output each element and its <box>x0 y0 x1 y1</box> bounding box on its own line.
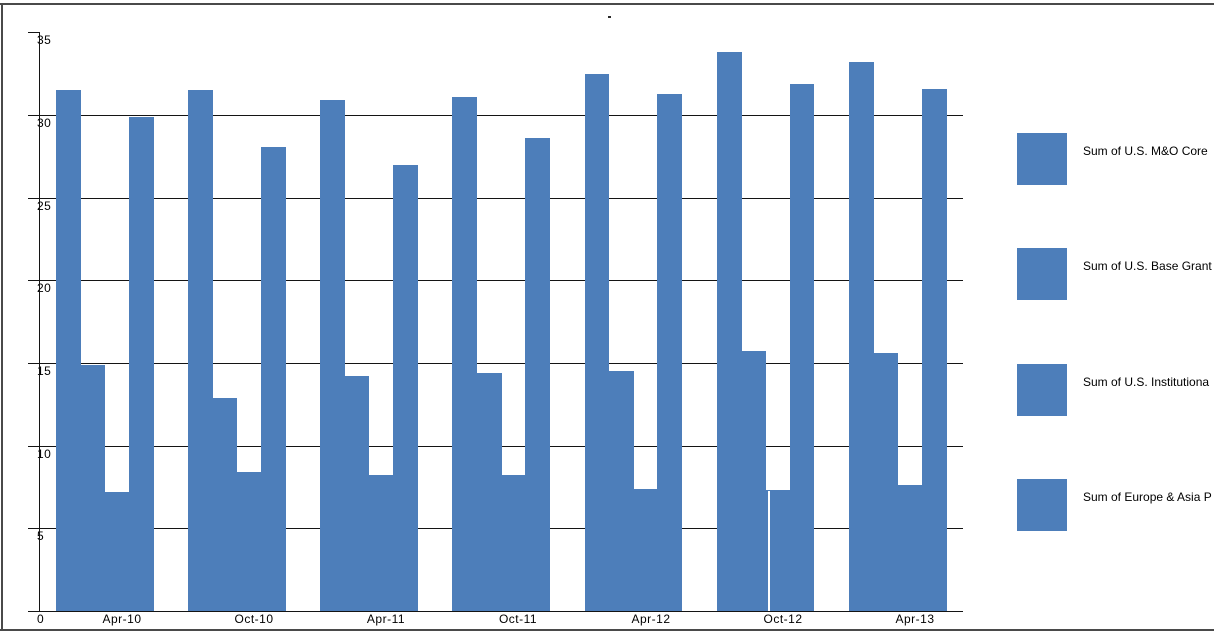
bar-apr-12-s3[interactable] <box>633 489 659 611</box>
bar-apr-11-s4[interactable] <box>393 165 419 611</box>
bar-apr-10-s4[interactable] <box>128 117 154 611</box>
y-tick-label: 5 <box>37 529 45 543</box>
legend-label: Sum of U.S. Institutiona <box>1083 375 1210 389</box>
legend-item-series-3[interactable]: Sum of U.S. Institutiona <box>1017 364 1214 416</box>
bar-oct-12-s1[interactable] <box>716 52 742 611</box>
bar-oct-11-s1[interactable] <box>452 97 478 611</box>
bar-oct-11-s4[interactable] <box>525 138 551 611</box>
x-tick-label: Oct-11 <box>498 612 538 626</box>
y-axis-top-tick <box>28 32 40 33</box>
bar-oct-10-s2[interactable] <box>212 398 238 611</box>
title-placeholder-dot <box>608 16 611 18</box>
legend-label: Sum of U.S. M&O Core <box>1083 144 1208 158</box>
y-tick-label: 30 <box>37 116 52 130</box>
bar-apr-12-s1[interactable] <box>584 74 610 611</box>
bar-apr-11-s1[interactable] <box>320 100 346 611</box>
gridline <box>28 198 963 199</box>
gridline <box>28 280 963 281</box>
x-tick-label: Oct-12 <box>763 612 803 626</box>
legend-item-series-2[interactable]: Sum of U.S. Base Grant <box>1017 248 1214 300</box>
bar-oct-10-s1[interactable] <box>188 90 214 611</box>
gridline <box>28 115 963 116</box>
window-border-bottom <box>0 629 1214 631</box>
legend-swatch <box>1017 479 1067 531</box>
bar-oct-11-s3[interactable] <box>501 475 526 611</box>
bar-apr-13-s4[interactable] <box>921 89 947 611</box>
bar-oct-12-s4[interactable] <box>789 84 815 611</box>
window-border-left <box>1 3 3 630</box>
legend-item-series-1[interactable]: Sum of U.S. M&O Core <box>1017 133 1214 185</box>
y-tick-label: 25 <box>37 199 52 213</box>
x-axis-line <box>28 611 963 612</box>
x-tick-label: Apr-12 <box>631 612 671 626</box>
bar-oct-10-s3[interactable] <box>236 472 262 611</box>
legend-label: Sum of U.S. Base Grant <box>1083 259 1212 273</box>
bar-apr-11-s3[interactable] <box>368 475 394 611</box>
bar-apr-12-s4[interactable] <box>657 94 683 611</box>
bar-oct-10-s4[interactable] <box>261 147 286 611</box>
x-tick-label: Oct-10 <box>234 612 274 626</box>
bar-apr-10-s2[interactable] <box>80 365 106 611</box>
bar-apr-13-s3[interactable] <box>897 485 923 611</box>
gridline <box>28 363 963 364</box>
bar-apr-13-s1[interactable] <box>848 62 874 611</box>
bar-apr-10-s3[interactable] <box>104 492 130 611</box>
x-tick-label: Apr-11 <box>366 612 406 626</box>
y-tick-label: 35 <box>37 33 52 47</box>
bar-apr-12-s2[interactable] <box>608 371 634 611</box>
legend-item-series-4[interactable]: Sum of Europe & Asia P <box>1017 479 1214 531</box>
legend-swatch <box>1017 133 1067 185</box>
y-axis-line <box>39 32 40 612</box>
bar-oct-11-s2[interactable] <box>476 373 502 611</box>
y-tick-label: 0 <box>37 612 45 626</box>
bar-apr-10-s1[interactable] <box>56 90 81 611</box>
legend-label: Sum of Europe & Asia P <box>1083 490 1212 504</box>
x-tick-label: Apr-10 <box>102 612 142 626</box>
y-tick-label: 20 <box>37 281 52 295</box>
legend-swatch <box>1017 248 1067 300</box>
legend-swatch <box>1017 364 1067 416</box>
bar-seam-artifact <box>768 491 770 611</box>
y-tick-label: 10 <box>37 447 52 461</box>
x-tick-label: Apr-13 <box>895 612 935 626</box>
bar-apr-11-s2[interactable] <box>344 376 370 611</box>
bar-oct-12-s2[interactable] <box>741 351 766 611</box>
window-border-top <box>0 3 1214 5</box>
bar-apr-13-s2[interactable] <box>873 353 899 611</box>
y-tick-label: 15 <box>37 364 52 378</box>
